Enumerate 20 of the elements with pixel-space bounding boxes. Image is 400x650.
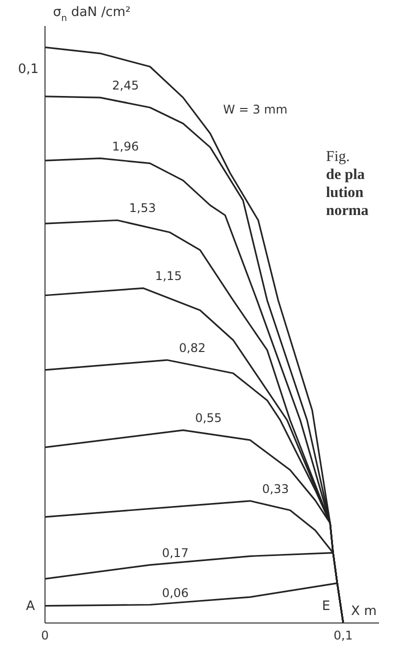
x-axis-title: X m [351,604,377,619]
x-tick-label: 0 [41,628,49,643]
series-label: 0,33 [262,482,289,496]
annotation: Fig. [326,148,351,166]
series-label: 2,45 [112,78,139,93]
y-axis-title: σ$_{n}$ daN /cm² [53,5,131,24]
series-label: 1,96 [112,139,139,154]
annotation: norma [326,202,368,220]
series-label: 1,15 [155,269,182,284]
annotation: lution [326,184,365,202]
annotation: E [322,599,330,615]
text: A [26,599,35,615]
series-label: 1,53 [129,201,156,216]
text: 0,1 [18,62,39,78]
series-label: 0,06 [162,586,189,600]
series-label: 0,82 [178,341,206,356]
annotation: de pla [326,166,366,184]
series-label: 0,55 [195,411,222,426]
series-label: W = 3 mm [223,102,288,117]
series-label: 0,17 [162,546,189,560]
